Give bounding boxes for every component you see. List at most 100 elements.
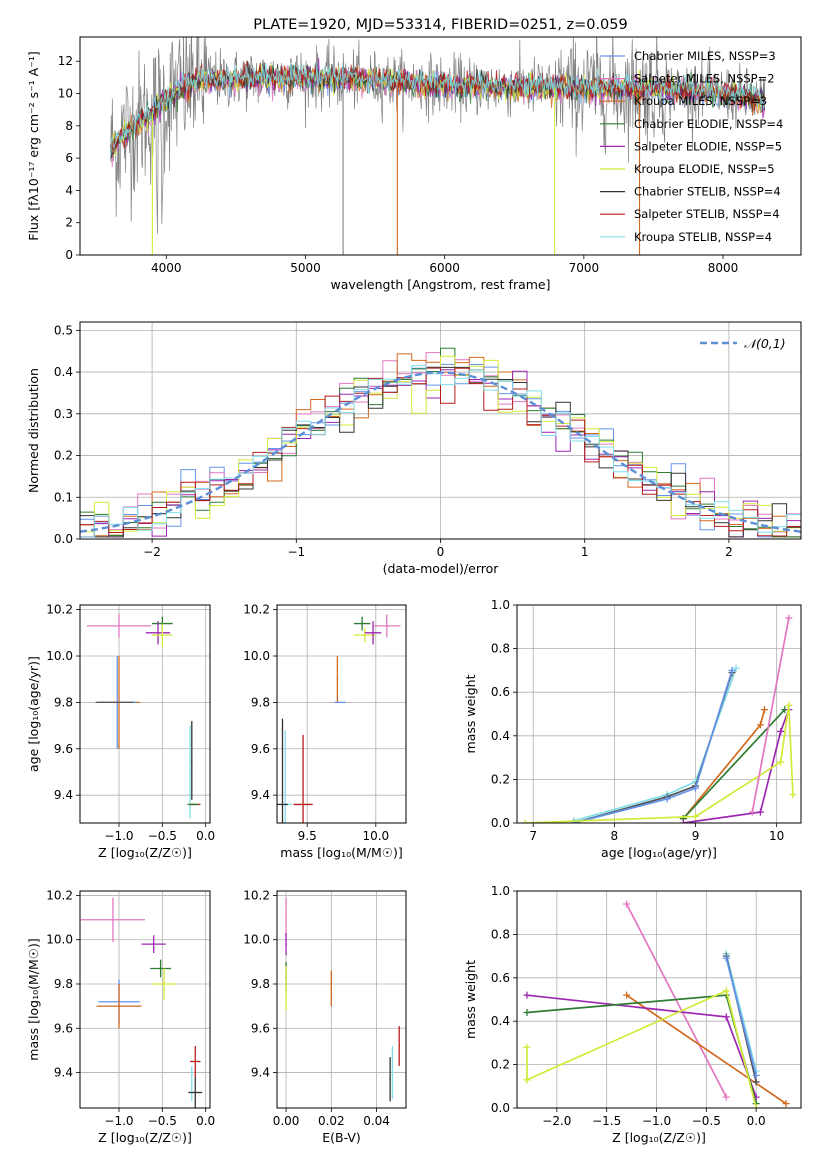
point-marker [777,758,785,766]
weight-line [573,670,733,823]
point-marker [521,819,529,823]
legend-label: Kroupa ELODIE, NSSP=5 [634,162,775,176]
point-marker [756,721,764,729]
x-tick-label: 5000 [290,261,321,275]
plot-area [80,347,801,538]
x-tick-label: −1.0 [104,829,133,843]
weight-line [526,994,757,1098]
data-point [389,1078,391,1081]
point-marker [789,791,797,799]
data-point [285,987,287,990]
x-axis-label: Z [log₁₀(Z/Z☉)] [98,845,192,860]
y-tick-label: 10.2 [46,888,73,902]
data-point [191,759,193,762]
y-tick-label: 0.0 [491,1101,510,1115]
gaussian-curve [80,371,801,533]
point-marker [722,1013,730,1021]
x-tick-label: 0.02 [318,1114,345,1128]
weight-line [625,903,728,1098]
plot-area [80,897,203,1108]
point-marker [728,666,736,674]
x-tick-label: −1 [287,545,305,559]
axes-frame [276,890,407,1109]
x-tick-label: 0.04 [363,1114,390,1128]
data-point [113,701,116,704]
plot-area [521,614,797,823]
x-tick-label: −0.5 [148,1114,177,1128]
data-point [385,625,388,627]
point-marker [523,1076,531,1084]
x-tick-label: −1.0 [642,1114,671,1128]
legend-label: Chabrier ELODIE, NSSP=4 [634,117,783,131]
data-point [118,625,120,627]
x-tick-label: 9.5 [298,829,317,843]
y-tick-label: 9.8 [251,695,270,709]
point-marker [523,1043,531,1051]
y-tick-label: 10.2 [243,888,270,902]
weight-line [751,617,790,813]
y-tick-label: 10.2 [46,603,73,617]
data-point [191,803,194,806]
y-tick-label: 0.0 [54,532,73,546]
point-marker [663,795,671,803]
y-tick-label: 0.4 [54,365,73,379]
axes-frame [79,604,211,824]
data-point [336,678,339,681]
y-axis-label: Normed distribution [26,368,41,493]
point-marker [782,1100,790,1108]
x-tick-label: 0.0 [196,1114,215,1128]
y-tick-label: 10.2 [243,603,270,617]
point-marker [623,900,631,908]
weight-line [573,667,737,822]
chart-title: PLATE=1920, MJD=53314, FIBERID=0251, z=0… [253,17,627,33]
data-point [285,943,287,945]
x-tick-label: 0.00 [273,1114,300,1128]
panel-mass-vs-Z: −1.0 −0.5 0.0 9.4 9.6 9.8 10.0 10.2 Z [log₁₀(Z/Z… [26,888,215,1145]
data-point [194,1091,197,1094]
data-point [194,1060,197,1063]
y-tick-label: 10.0 [243,649,270,663]
point-marker [785,701,793,709]
y-axis-label: Flux [fλ10⁻¹⁷ erg cm⁻² s⁻¹ A⁻¹] [26,51,41,240]
y-tick-label: 9.6 [54,1021,73,1035]
y-tick-label: 0.6 [491,685,510,699]
point-marker [752,1104,760,1108]
data-point [361,622,363,625]
point-marker [777,727,785,735]
x-tick-label: 10.0 [362,829,389,843]
plot-area [285,897,401,1102]
x-tick-label: 7000 [569,261,600,275]
legend-label: Chabrier STELIB, NSSP=4 [634,185,781,199]
plot-area [86,614,201,819]
series-line [110,63,765,153]
point-marker [760,706,768,714]
axes-frame [516,604,802,824]
y-tick-label: 9.6 [251,742,270,756]
axes-frame [516,890,802,1109]
y-tick-label: 0.2 [491,772,510,786]
y-axis-label: mass weight [463,960,478,1039]
y-tick-label: 9.6 [54,742,73,756]
x-tick-label: 10 [769,829,784,843]
data-point [157,632,159,634]
y-tick-label: 9.8 [251,977,270,991]
x-axis-label: Z [log₁₀(Z/Z☉)] [98,1130,192,1145]
y-tick-label: 0.3 [54,407,73,421]
point-marker [692,812,700,820]
x-tick-label: 0.0 [196,829,215,843]
histogram-series [80,367,801,537]
x-axis-label: E(B-V) [322,1130,361,1145]
data-point [163,983,165,985]
point-marker [752,1078,760,1086]
y-tick-label: 0.4 [491,729,510,743]
x-axis-label: mass [log₁₀(M/M☉)] [280,845,402,860]
y-tick-label: 2 [65,216,73,230]
data-point [161,634,164,636]
point-marker [679,819,687,823]
panel-residuals: −2 −1 0 1 2 0.0 0.1 0.2 0.3 0.4 0.5 (data-model)/er… [26,321,802,576]
y-tick-label: 1.0 [491,598,510,612]
legend-label: Kroupa MILES, NSSP=3 [634,94,767,108]
x-tick-label: 8000 [708,261,739,275]
y-tick-label: 10 [58,87,73,101]
